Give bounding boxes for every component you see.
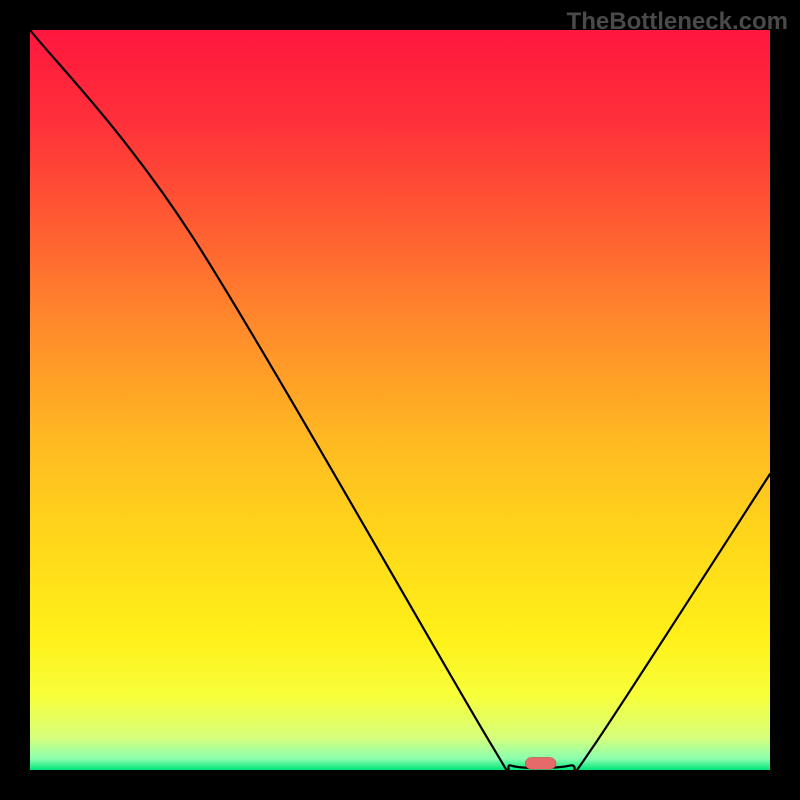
bottleneck-chart	[0, 0, 800, 800]
plot-gradient-background	[30, 30, 770, 770]
optimum-marker	[525, 757, 556, 769]
chart-stage: TheBottleneck.com	[0, 0, 800, 800]
watermark-text: TheBottleneck.com	[567, 8, 788, 36]
